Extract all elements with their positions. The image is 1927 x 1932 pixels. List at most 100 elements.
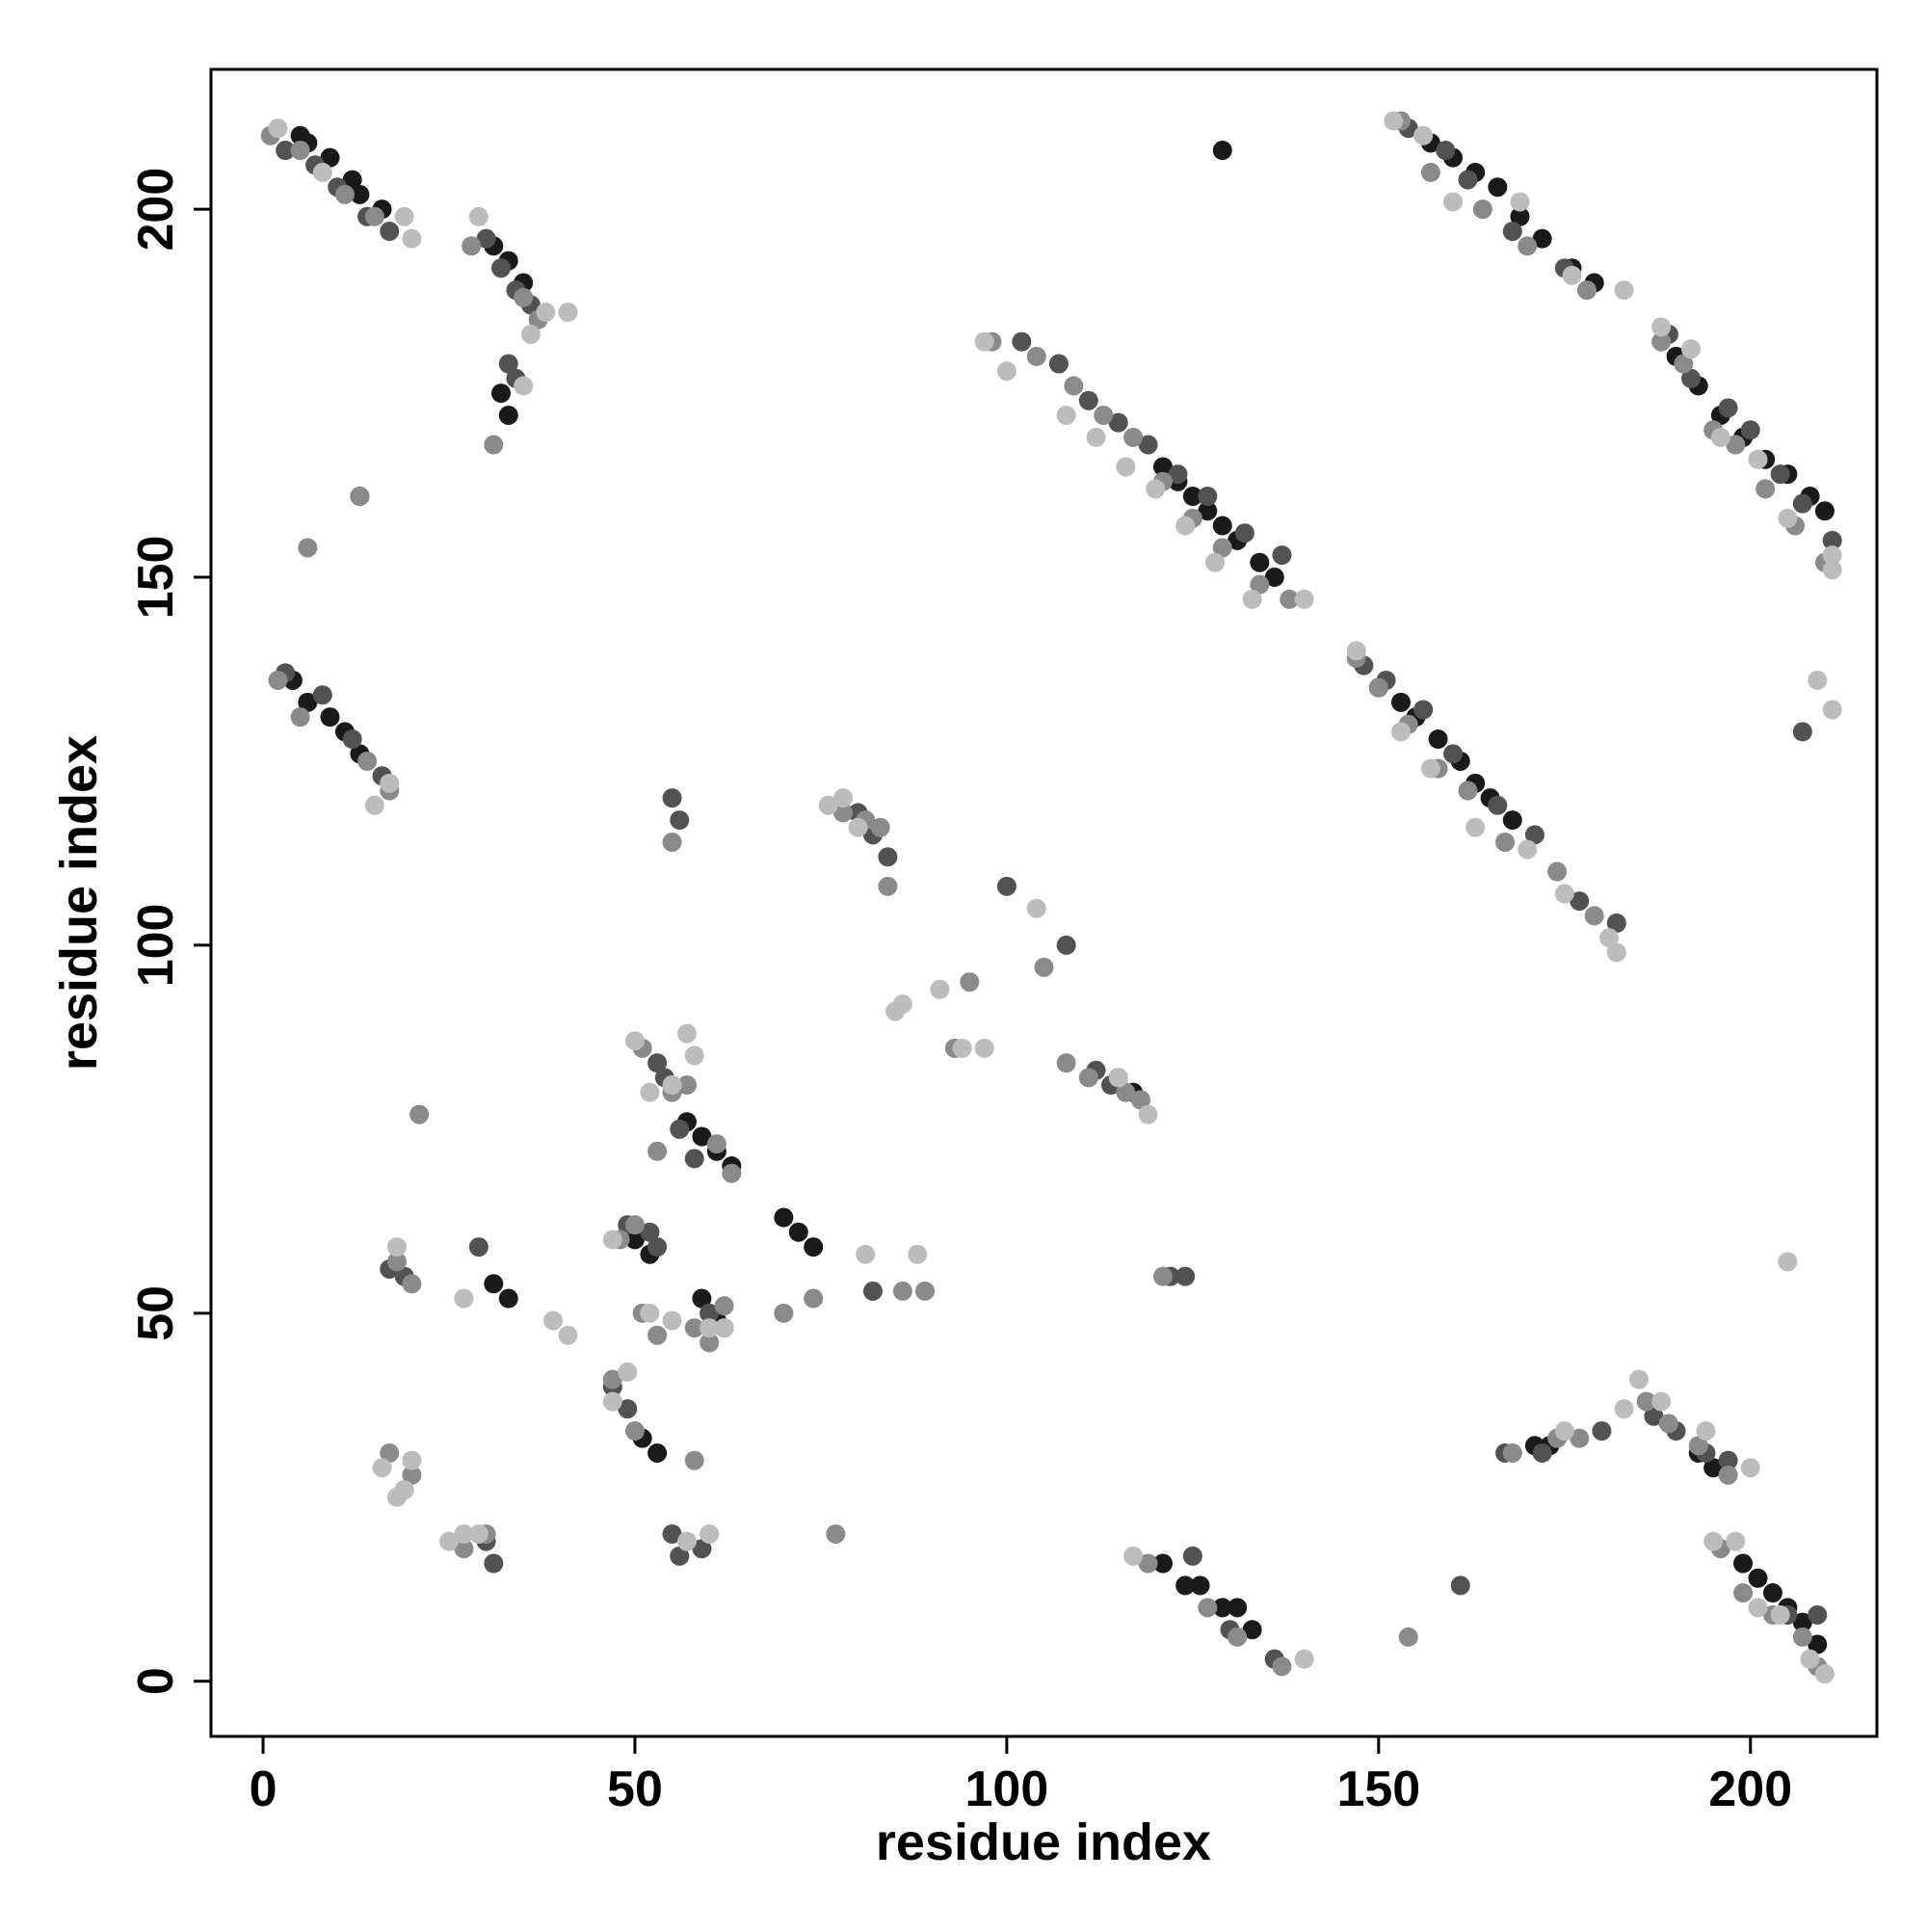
point bbox=[647, 1237, 668, 1257]
point bbox=[1056, 935, 1076, 955]
point bbox=[1814, 1664, 1835, 1684]
point bbox=[1651, 1391, 1672, 1412]
point bbox=[320, 707, 340, 728]
point bbox=[498, 354, 518, 374]
y-tick-label: 50 bbox=[128, 1285, 184, 1341]
point bbox=[1614, 1399, 1634, 1419]
point bbox=[1436, 141, 1456, 161]
point bbox=[1495, 832, 1516, 852]
point bbox=[402, 1465, 422, 1485]
point bbox=[1792, 722, 1812, 742]
point bbox=[618, 1362, 638, 1382]
point bbox=[1510, 192, 1530, 212]
point bbox=[1778, 1252, 1798, 1272]
point bbox=[722, 1163, 742, 1183]
point bbox=[1450, 1575, 1470, 1596]
point bbox=[662, 832, 682, 852]
point bbox=[647, 1053, 668, 1073]
point bbox=[647, 1325, 668, 1345]
point bbox=[1227, 1598, 1248, 1618]
point bbox=[268, 670, 288, 690]
point bbox=[774, 1207, 794, 1228]
point bbox=[1584, 906, 1604, 926]
x-tick-label: 0 bbox=[250, 1761, 277, 1817]
point bbox=[677, 1023, 697, 1044]
point bbox=[662, 788, 682, 808]
point bbox=[498, 1288, 518, 1309]
point bbox=[892, 994, 912, 1015]
point bbox=[1175, 1575, 1196, 1596]
point bbox=[1733, 1553, 1754, 1574]
point bbox=[1606, 913, 1626, 934]
point bbox=[380, 773, 400, 793]
point bbox=[514, 287, 534, 307]
point bbox=[402, 1450, 422, 1470]
point bbox=[1175, 1266, 1196, 1286]
point bbox=[1064, 376, 1084, 396]
point bbox=[1524, 825, 1544, 845]
point bbox=[1614, 280, 1634, 301]
point bbox=[1576, 280, 1597, 301]
point bbox=[677, 1531, 697, 1551]
point bbox=[1808, 670, 1828, 690]
x-tick-label: 100 bbox=[965, 1761, 1049, 1817]
point bbox=[647, 1442, 668, 1463]
y-tick-label: 0 bbox=[128, 1667, 184, 1695]
point bbox=[1792, 1627, 1812, 1647]
point bbox=[1123, 427, 1144, 447]
point bbox=[684, 1045, 704, 1066]
point bbox=[1808, 1634, 1828, 1654]
point bbox=[714, 1318, 734, 1338]
point bbox=[1391, 722, 1411, 742]
point bbox=[1592, 1421, 1612, 1442]
point bbox=[1814, 501, 1835, 521]
point bbox=[1272, 1656, 1292, 1677]
point bbox=[1554, 884, 1574, 904]
point bbox=[692, 1288, 712, 1309]
point bbox=[1294, 589, 1314, 609]
point bbox=[804, 1288, 824, 1309]
point bbox=[670, 1546, 690, 1566]
x-tick-label: 150 bbox=[1336, 1761, 1420, 1817]
point bbox=[1748, 1598, 1768, 1618]
point bbox=[602, 1369, 622, 1389]
point bbox=[543, 1310, 564, 1331]
point bbox=[1740, 1458, 1760, 1478]
point bbox=[1182, 1546, 1202, 1566]
point bbox=[1420, 162, 1440, 182]
point bbox=[402, 1274, 422, 1294]
point bbox=[1570, 1428, 1590, 1448]
point bbox=[714, 1296, 734, 1316]
point bbox=[1398, 1627, 1418, 1647]
point bbox=[357, 751, 378, 771]
point bbox=[1108, 1068, 1128, 1088]
point bbox=[1242, 1620, 1262, 1640]
point bbox=[1123, 1546, 1144, 1566]
point bbox=[298, 692, 318, 712]
point bbox=[1168, 464, 1188, 485]
point bbox=[491, 384, 512, 404]
plot-frame bbox=[209, 67, 1879, 1738]
point bbox=[1175, 516, 1196, 536]
point bbox=[974, 331, 994, 352]
point bbox=[350, 487, 370, 507]
point bbox=[1026, 346, 1046, 366]
point bbox=[1748, 449, 1768, 469]
point bbox=[1212, 141, 1232, 161]
point bbox=[640, 1303, 660, 1323]
point bbox=[1770, 464, 1790, 485]
point bbox=[1056, 1053, 1076, 1073]
x-tick-label: 200 bbox=[1708, 1761, 1792, 1817]
point bbox=[1078, 390, 1098, 410]
point bbox=[624, 1215, 645, 1235]
point bbox=[454, 1539, 474, 1559]
point bbox=[624, 1031, 645, 1051]
point bbox=[706, 1134, 726, 1154]
point bbox=[364, 795, 384, 815]
point bbox=[1808, 1604, 1828, 1625]
point bbox=[386, 1487, 407, 1507]
point bbox=[1465, 817, 1486, 837]
point bbox=[1822, 560, 1842, 580]
point bbox=[1212, 538, 1232, 558]
point bbox=[1138, 1104, 1158, 1125]
